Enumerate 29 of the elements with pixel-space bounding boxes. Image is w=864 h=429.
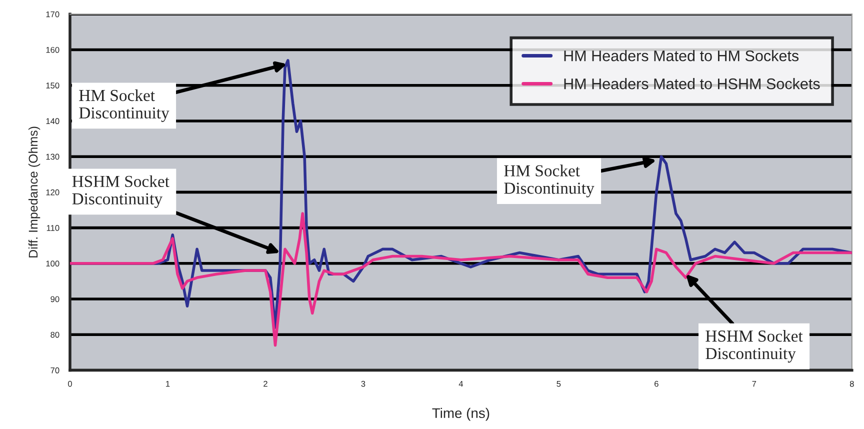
annotation: HSHM Socket Discontinuity (706, 330, 803, 363)
y-tick-label: 110 (46, 225, 60, 231)
y-tick-label: 100 (46, 260, 60, 267)
x-tick-label: 6 (654, 380, 658, 387)
y-tick-label: 120 (46, 189, 60, 196)
x-tick-label: 4 (458, 380, 464, 387)
y-axis-title: Diff. Impedance (Ohms) (28, 126, 40, 258)
annotation: HM Socket Discontinuity (79, 89, 170, 122)
x-axis-title: Time (ns) (432, 408, 490, 421)
x-tick-label: 3 (361, 380, 366, 387)
legend-label: HM Headers Mated to HM Sockets (564, 50, 799, 62)
y-tick-label: 70 (50, 367, 60, 374)
y-tick-label: 130 (46, 154, 60, 160)
legend-label: HM Headers Mated to HSHM Sockets (564, 78, 820, 90)
y-tick-label: 90 (50, 296, 60, 302)
y-tick-label: 170 (46, 11, 60, 18)
y-tick-label: 140 (46, 118, 60, 124)
x-tick-label: 8 (850, 380, 854, 387)
x-tick-label: 2 (264, 380, 268, 387)
y-tick-label: 160 (46, 46, 60, 53)
x-tick-label: 1 (166, 380, 170, 387)
annotation: HM Socket Discontinuity (504, 164, 594, 198)
x-tick-label: 7 (752, 380, 756, 387)
x-tick-label: 5 (556, 380, 561, 387)
annotation: HSHM Socket Discontinuity (72, 175, 170, 208)
y-tick-label: 80 (50, 332, 60, 338)
line-series (70, 212, 852, 347)
y-tick-label: 150 (46, 82, 60, 88)
x-tick-label: 0 (68, 380, 72, 387)
